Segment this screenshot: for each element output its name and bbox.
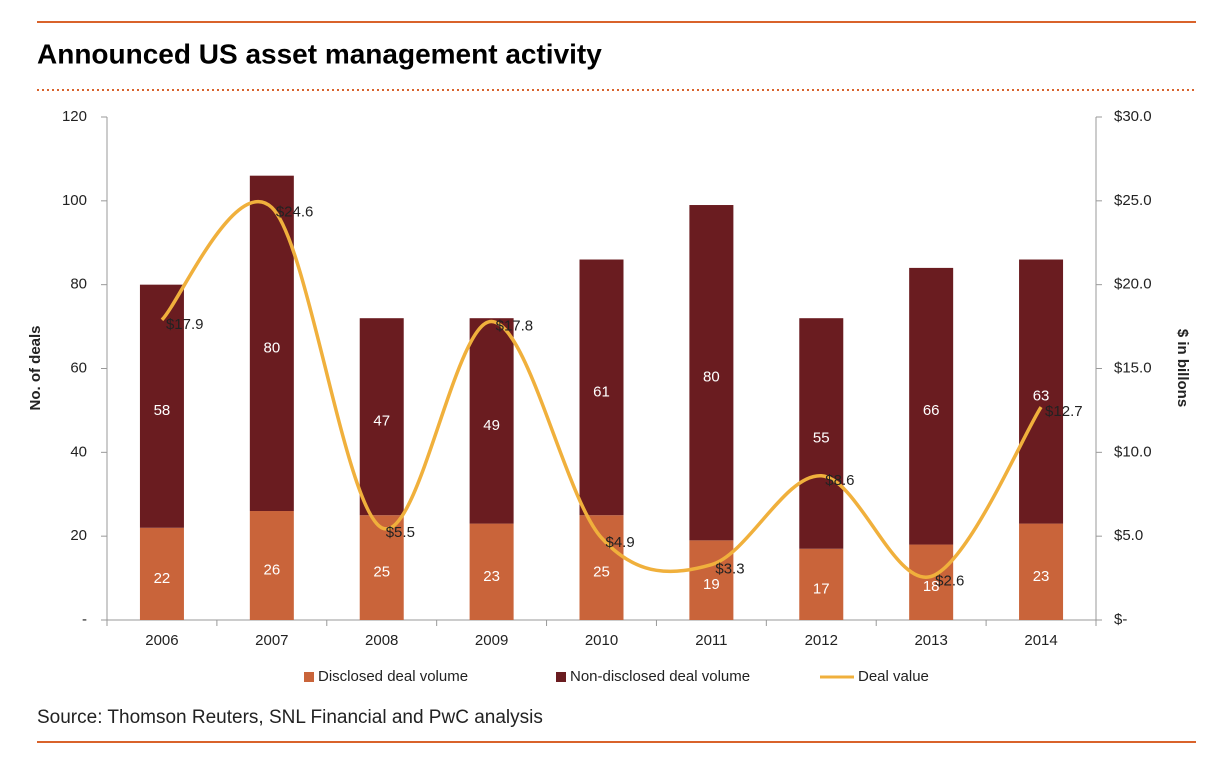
- bar-segment: [579, 515, 624, 620]
- bar-segment: [139, 527, 184, 620]
- line-label: $17.9: [166, 316, 204, 333]
- bar-segment: [1019, 523, 1064, 620]
- bar-segment: [469, 318, 514, 524]
- bar-label: 66: [923, 402, 940, 419]
- y2-axis-title: $ in billons: [1174, 329, 1191, 407]
- y-tick-label: 20: [70, 527, 87, 544]
- bar-label: 19: [703, 576, 720, 593]
- legend-swatch: [304, 672, 314, 682]
- x-tick-label: 2011: [695, 632, 727, 649]
- bar-label: 55: [813, 429, 830, 446]
- y2-tick-label: $5.0: [1114, 527, 1143, 544]
- bar-segment: [359, 318, 404, 516]
- x-tick-label: 2012: [805, 632, 838, 649]
- x-tick-label: 2013: [914, 632, 947, 649]
- bar-label: 25: [373, 564, 390, 581]
- bar-label: 58: [154, 402, 171, 419]
- legend-label: Non-disclosed deal volume: [570, 668, 750, 685]
- bar-segment: [909, 267, 954, 545]
- y-tick-label: 80: [70, 276, 87, 293]
- line-label: $8.6: [825, 472, 854, 489]
- bar-segment: [579, 259, 624, 516]
- x-tick-label: 2009: [475, 632, 508, 649]
- bar-segment: [799, 318, 844, 549]
- y-tick-label: 60: [70, 359, 87, 376]
- bar-label: 80: [703, 369, 720, 386]
- bar-segment: [469, 523, 514, 620]
- bar-label: 49: [483, 417, 500, 434]
- bar-label: 25: [593, 564, 610, 581]
- bar-segment: [689, 205, 734, 541]
- y2-tick-label: $30.0: [1114, 108, 1152, 125]
- bar-segment: [909, 544, 954, 620]
- bar-segment: [1019, 259, 1064, 524]
- line-label: $4.9: [606, 534, 635, 551]
- bar-segment: [689, 540, 734, 620]
- y-axis-title: No. of deals: [27, 325, 44, 410]
- bar-label: 23: [1033, 568, 1050, 585]
- bar-segment: [799, 548, 844, 620]
- x-tick-label: 2010: [585, 632, 618, 649]
- bar-label: 61: [593, 383, 610, 400]
- chart-title: Announced US asset management activity: [37, 38, 602, 69]
- x-tick-label: 2007: [255, 632, 288, 649]
- bar-label: 80: [263, 339, 280, 356]
- line-label: $12.7: [1045, 403, 1083, 420]
- line-label: $3.3: [715, 561, 744, 578]
- line-label: $24.6: [276, 204, 314, 221]
- bar-segment: [249, 511, 294, 620]
- bar-label: 47: [373, 413, 390, 430]
- legend-swatch: [556, 672, 566, 682]
- deal-value-line: [160, 199, 1043, 579]
- bar-label: 17: [813, 580, 830, 597]
- legend-label: Disclosed deal volume: [318, 668, 468, 685]
- bar-label: 26: [263, 561, 280, 578]
- y-tick-label: 120: [62, 108, 87, 125]
- line-label: $5.5: [386, 524, 415, 541]
- bar-segment: [139, 284, 184, 528]
- x-tick-label: 2006: [145, 632, 178, 649]
- line-label: $2.6: [935, 572, 964, 589]
- source-note: Source: Thomson Reuters, SNL Financial a…: [37, 707, 543, 728]
- y-tick-label: 40: [70, 443, 87, 460]
- legend-label: Deal value: [858, 668, 929, 685]
- line-label: $17.8: [496, 318, 534, 335]
- y2-tick-label: $25.0: [1114, 192, 1152, 209]
- bar-label: 63: [1033, 388, 1050, 405]
- y2-tick-label: $-: [1114, 611, 1127, 628]
- y2-tick-label: $15.0: [1114, 359, 1152, 376]
- bar-label: 22: [154, 570, 171, 587]
- y-tick-label: 100: [62, 192, 87, 209]
- y-tick-label: -: [82, 611, 87, 628]
- x-tick-label: 2008: [365, 632, 398, 649]
- bar-label: 18: [923, 578, 940, 595]
- y2-tick-label: $20.0: [1114, 276, 1152, 293]
- x-tick-label: 2014: [1024, 632, 1057, 649]
- bar-label: 23: [483, 568, 500, 585]
- bar-segment: [359, 515, 404, 620]
- y2-tick-label: $10.0: [1114, 443, 1152, 460]
